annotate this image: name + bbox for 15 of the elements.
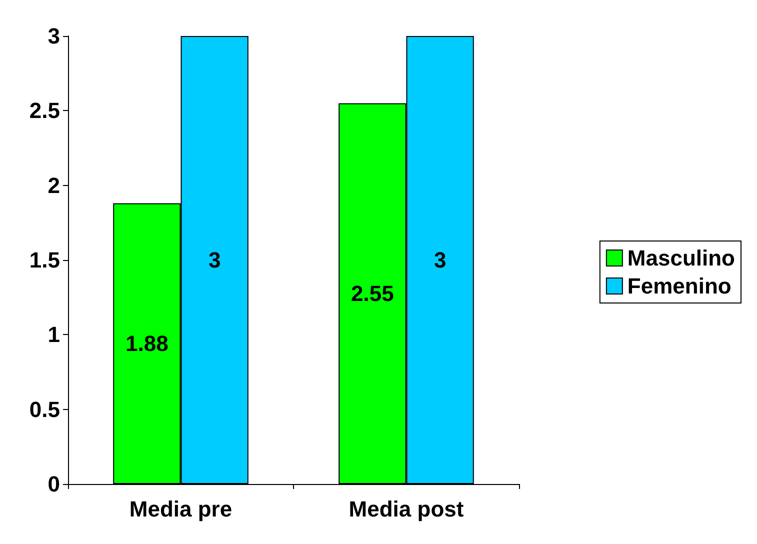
legend-label: Masculino xyxy=(627,246,736,270)
y-tick-label: 3 xyxy=(48,24,60,48)
data-label: 1.88 xyxy=(126,331,168,356)
data-label: 2.55 xyxy=(351,281,394,306)
data-label: 3 xyxy=(434,248,446,272)
y-tick-label: 1 xyxy=(48,322,60,348)
y-tick-label: 1.5 xyxy=(29,248,60,272)
y-tick-label: 2 xyxy=(48,172,60,198)
data-label: 3 xyxy=(208,248,221,272)
y-tick-label: 2.5 xyxy=(29,98,60,124)
x-tick-label: Media pre xyxy=(129,496,232,522)
x-tick-label: Media post xyxy=(348,496,464,522)
y-tick-label: 0 xyxy=(48,472,60,496)
y-tick-label: 0.5 xyxy=(29,396,60,422)
legend-label: Femenino xyxy=(627,274,732,298)
